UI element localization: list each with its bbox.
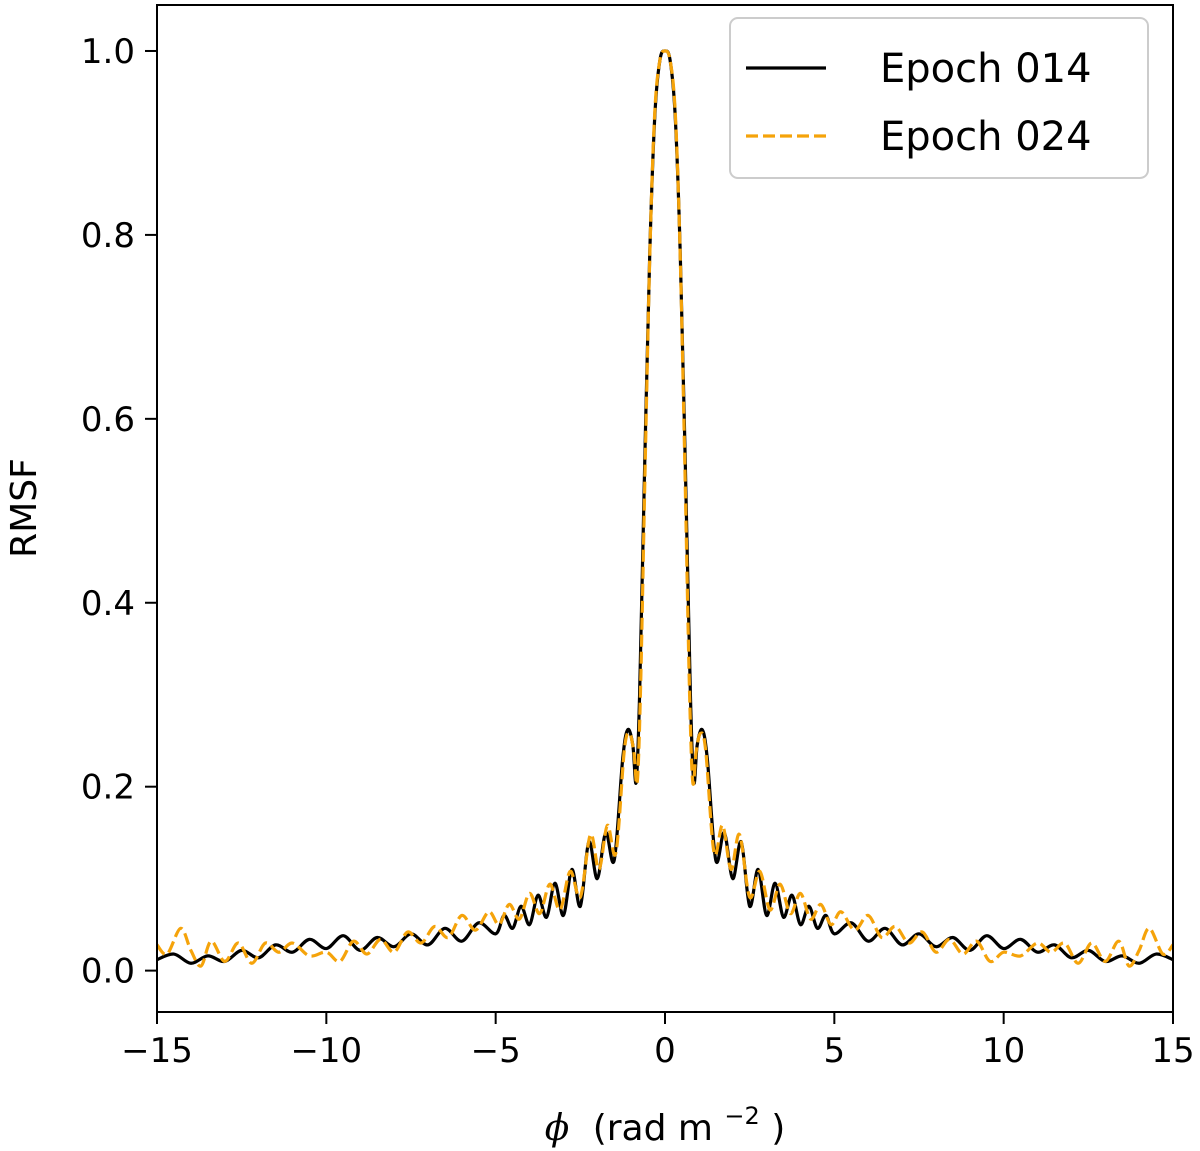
y-axis-ticks: 0.0 0.2 0.4 0.6 0.8 1.0 <box>81 32 157 992</box>
x-tick-label: 5 <box>824 1031 846 1071</box>
y-tick-label: 0.6 <box>81 400 135 440</box>
x-tick-label: −5 <box>471 1031 521 1071</box>
y-axis-label: RMSF <box>4 458 45 558</box>
x-tick-label: −15 <box>121 1031 193 1071</box>
x-tick-label: 0 <box>654 1031 676 1071</box>
x-axis-symbol: ϕ <box>545 1108 570 1149</box>
x-axis-ticks: −15 −10 −5 0 5 10 15 <box>121 1012 1195 1071</box>
y-tick-label: 1.0 <box>81 32 135 72</box>
series-line-epoch-024 <box>157 49 1173 968</box>
x-axis-unit-exponent: −2 <box>724 1102 759 1130</box>
legend-box <box>729 17 1149 179</box>
series-layer <box>157 49 1173 968</box>
y-tick-label: 0.0 <box>81 952 135 992</box>
x-axis-unit-close: ) <box>771 1108 785 1149</box>
legend: Epoch 014 Epoch 024 <box>729 17 1149 179</box>
x-tick-label: −10 <box>290 1031 362 1071</box>
legend-label-epoch-024: Epoch 024 <box>880 114 1092 160</box>
y-tick-label: 0.4 <box>81 584 135 624</box>
legend-label-epoch-014: Epoch 014 <box>880 46 1092 92</box>
x-axis-label: ϕ (rad m −2 ) <box>545 1092 786 1149</box>
x-axis-unit: (rad m <box>593 1108 713 1149</box>
y-tick-label: 0.2 <box>81 768 135 808</box>
y-tick-label: 0.8 <box>81 216 135 256</box>
x-tick-label: 10 <box>982 1031 1025 1071</box>
x-tick-label: 15 <box>1151 1031 1194 1071</box>
